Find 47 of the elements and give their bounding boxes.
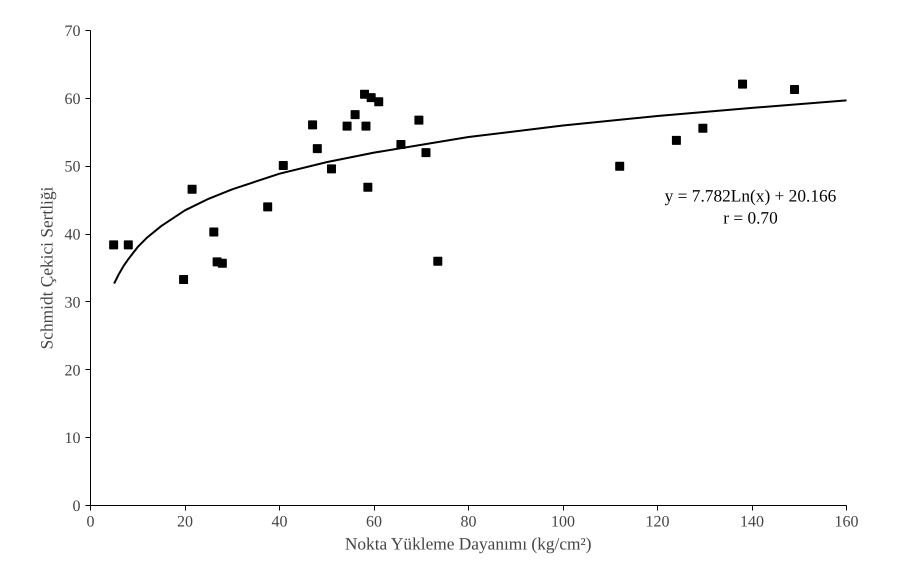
point [421, 148, 430, 158]
y-tick-label: 40 [64, 226, 80, 244]
point [109, 240, 118, 250]
y-axis-title: Schmidt Çekici Sertliği [38, 186, 56, 350]
point [124, 240, 133, 250]
point [738, 80, 748, 89]
point [361, 122, 370, 131]
x-tick-label: 20 [177, 514, 193, 530]
x-tick-label: 140 [740, 514, 764, 530]
x-tick-label: 80 [460, 514, 476, 530]
point [433, 256, 442, 266]
point [342, 122, 352, 131]
y-tick-label: 50 [64, 158, 80, 176]
x-tick-label: 120 [646, 514, 670, 530]
point [672, 136, 681, 145]
point [312, 144, 322, 154]
x-tick-label: 40 [272, 514, 288, 530]
x-tick-label: 100 [551, 514, 575, 530]
point [326, 164, 336, 174]
point [209, 228, 218, 237]
y-tick-label: 70 [64, 23, 80, 40]
point [414, 116, 424, 125]
x-tick-label: 160 [834, 514, 858, 530]
point [790, 85, 800, 94]
y-tick-label: 30 [64, 294, 80, 312]
y-tick-label: 20 [64, 362, 80, 380]
annotation: r = 0.70 [723, 208, 778, 228]
point [308, 120, 318, 130]
x-axis-title: Nokta Yükleme Dayanımı (kg/cm²) [344, 534, 592, 554]
point [179, 275, 188, 284]
point [278, 161, 288, 170]
point [374, 97, 384, 106]
point [350, 110, 360, 120]
line-series [113, 99, 846, 285]
point [366, 93, 376, 102]
y-tick-label: 10 [64, 430, 80, 448]
y-tick-label: 60 [64, 90, 80, 108]
point [188, 184, 197, 194]
x-tick-label: 60 [366, 514, 382, 530]
point [615, 162, 624, 171]
y-tick-label: 0 [72, 498, 80, 515]
x-tick-label: 0 [86, 514, 94, 530]
annotation: y = 7.782Ln(x) + 20.166 [664, 186, 837, 206]
point [263, 202, 272, 212]
point [698, 124, 708, 133]
point [218, 258, 227, 268]
point [363, 182, 372, 192]
